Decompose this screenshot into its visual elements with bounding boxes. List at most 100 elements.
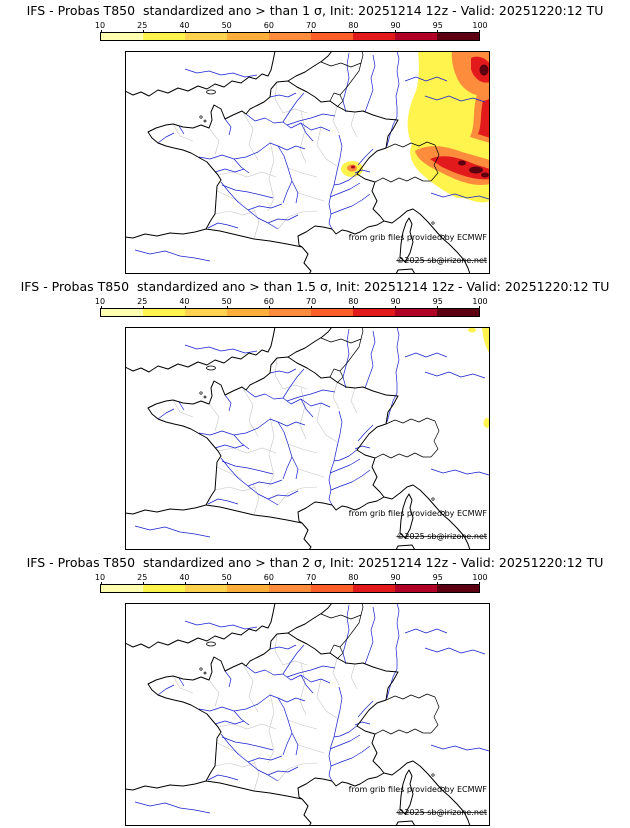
colorbar-tickmark [311,30,312,33]
colorbar-labels: 10 25 40 50 60 70 80 90 95 100 [95,297,488,307]
country-borders [320,603,440,735]
panel-title: IFS - Probas T850 standardized ano > tha… [26,555,604,570]
probability-overlay [468,327,490,428]
isle-of-wight [206,365,216,371]
colorbar-tickmark [185,306,186,309]
colorbar-tick-label: 70 [306,297,317,306]
country-borders [320,327,440,459]
island [441,235,445,239]
panel-sigma-1: IFS - Probas T850 standardized ano > tha… [0,0,630,276]
island [441,511,445,515]
panel-sigma-1-5: IFS - Probas T850 standardized ano > tha… [0,276,630,552]
colorbar-tick-label: 50 [221,573,232,582]
colorbar-tickmark [353,582,354,585]
colorbar-tickmark [479,582,480,585]
colorbar-tick-label: 60 [263,21,274,30]
colorbar-tick-label: 25 [137,21,148,30]
credit-ecmwf: from grib files provided by ECMWF [349,233,488,242]
channel-island [203,395,207,399]
colorbar-tick-label: 40 [179,297,190,306]
map-france-sigma-2: from grib files provided by ECMWF ©2025 s… [125,603,490,826]
credit-copyright: ©2025 sb@irizone.net [396,532,487,541]
panel-sigma-2: IFS - Probas T850 standardized ano > tha… [0,552,630,828]
colorbar-tickmark [227,582,228,585]
colorbar-labels: 10 25 40 50 60 70 80 90 95 100 [95,21,488,31]
panel-title: IFS - Probas T850 standardized ano > tha… [26,3,604,18]
panel-title: IFS - Probas T850 standardized ano > tha… [20,279,610,294]
colorbar-tick-label: 40 [179,573,190,582]
colorbar-tick-label: 25 [137,297,148,306]
colorbar-tickmark [143,306,144,309]
colorbar: 10 25 40 50 60 70 80 90 95 100 [95,21,488,43]
colorbar-tick-label: 50 [221,21,232,30]
credit-copyright: ©2025 sb@irizone.net [396,256,487,265]
coastlines [125,603,471,826]
colorbar-tickmark [227,30,228,33]
channel-island [199,115,203,119]
rivers [134,51,490,262]
colorbar-tickmark [269,306,270,309]
colorbar-tick-label: 90 [390,297,401,306]
colorbar-gradient [100,306,480,317]
colorbar-tickmark [101,582,102,585]
department-boundaries [172,357,358,516]
probability-overlay [341,51,490,203]
colorbar: 10 25 40 50 60 70 80 90 95 100 [95,297,488,319]
colorbar-tickmark [395,582,396,585]
colorbar-tick-label: 95 [432,297,443,306]
colorbar-tickmark [227,306,228,309]
colorbar-tickmark [395,306,396,309]
island [431,497,435,501]
credit-ecmwf: from grib files provided by ECMWF [349,509,488,518]
colorbar-tickmark [311,306,312,309]
isle-of-wight [206,89,216,95]
colorbar-tick-label: 70 [306,573,317,582]
colorbar-tickmark [101,306,102,309]
colorbar-tickmark [395,30,396,33]
map-container: from grib files provided by ECMWF ©2025 s… [125,603,490,826]
colorbar-tick-label: 10 [94,21,106,30]
island [431,221,435,225]
map-container: from grib files provided by ECMWF ©2025 s… [125,51,490,274]
country-borders [320,51,440,183]
colorbar-tickmark [479,30,480,33]
colorbar-tickmark [185,582,186,585]
colorbar-tickmark [143,30,144,33]
colorbar-tickmark [143,582,144,585]
island [431,773,435,777]
colorbar-tickmark [269,582,270,585]
colorbar-tickmark [269,30,270,33]
colorbar-tickmark [101,30,102,33]
colorbar-gradient [100,582,480,593]
coastlines [125,51,471,274]
colorbar-tick-label: 80 [348,21,359,30]
isle-of-wight [206,641,216,647]
map-frame [125,51,490,274]
map-frame [125,603,490,826]
island [441,787,445,791]
colorbar-tick-label: 80 [348,297,359,306]
colorbar-tick-label: 10 [94,297,106,306]
map-container: from grib files provided by ECMWF ©2025 s… [125,327,490,550]
colorbar-tick-label: 90 [390,21,401,30]
credit-ecmwf: from grib files provided by ECMWF [349,785,488,794]
colorbar-tick-label: 60 [263,297,274,306]
colorbar-tick-label: 40 [179,21,190,30]
rivers [134,327,490,538]
colorbar: 10 25 40 50 60 70 80 90 95 100 [95,573,488,595]
credit-copyright: ©2025 sb@irizone.net [396,808,487,817]
colorbar-tick-label: 50 [221,297,232,306]
colorbar-tick-label: 80 [348,573,359,582]
colorbar-tick-label: 60 [263,573,274,582]
colorbar-tickmark [311,582,312,585]
colorbar-tick-label: 100 [472,21,488,30]
colorbar-gradient [100,30,480,41]
colorbar-tickmark [437,582,438,585]
colorbar-tickmark [437,306,438,309]
colorbar-tickmark [353,30,354,33]
channel-island [203,119,207,123]
map-france-sigma-1-5: from grib files provided by ECMWF ©2025 s… [125,327,490,550]
colorbar-tick-label: 25 [137,573,148,582]
colorbar-tick-label: 90 [390,573,401,582]
department-boundaries [172,633,358,792]
